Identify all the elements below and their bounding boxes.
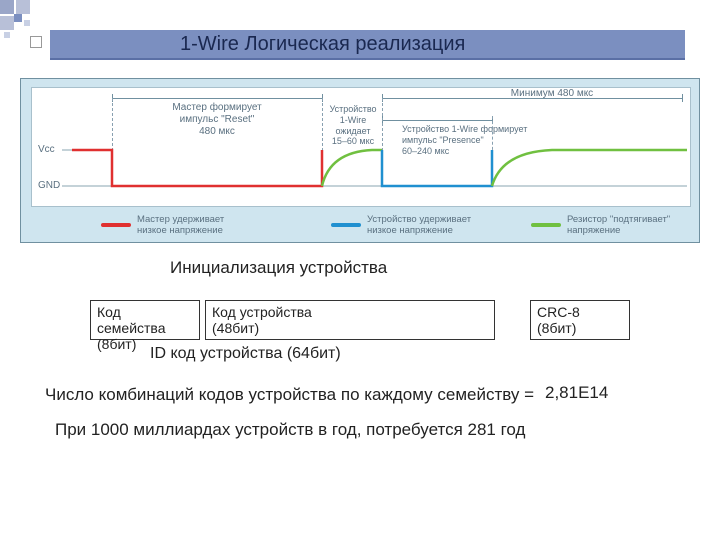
combinations-value: 2,81E14 (545, 383, 608, 403)
years-line: При 1000 миллиардах устройств в год, пот… (55, 420, 525, 440)
legend-swatch-pullup (531, 223, 561, 227)
id-family-box: Код семейства (8бит) (90, 300, 200, 340)
combinations-label: Число комбинаций кодов устройства по каж… (45, 385, 534, 404)
title-bullet (30, 36, 42, 48)
id-device-box: Код устройства (48бит) (205, 300, 495, 340)
timing-chart: Vcc GND Мастер формирует импульс "Reset"… (31, 87, 691, 207)
legend-device-label: Устройство удерживает низкое напряжение (367, 214, 471, 236)
timing-diagram: Vcc GND Мастер формирует импульс "Reset"… (20, 78, 700, 243)
init-subtitle: Инициализация устройства (170, 258, 387, 278)
diagram-legend: Мастер удерживает низкое напряжение Устр… (31, 214, 691, 239)
legend-swatch-device (331, 223, 361, 227)
page-title: 1-Wire Логическая реализация (180, 33, 465, 56)
legend-swatch-master (101, 223, 131, 227)
title-bar: 1-Wire Логическая реализация (50, 30, 685, 60)
legend-master-label: Мастер удерживает низкое напряжение (137, 214, 224, 236)
combinations-line: Число комбинаций кодов устройства по каж… (45, 385, 534, 405)
id-crc-box: CRC-8 (8бит) (530, 300, 630, 340)
waveform (32, 88, 692, 208)
id-caption: ID код устройства (64бит) (150, 345, 341, 363)
legend-pullup-label: Резистор "подтягивает" напряжение (567, 214, 670, 236)
